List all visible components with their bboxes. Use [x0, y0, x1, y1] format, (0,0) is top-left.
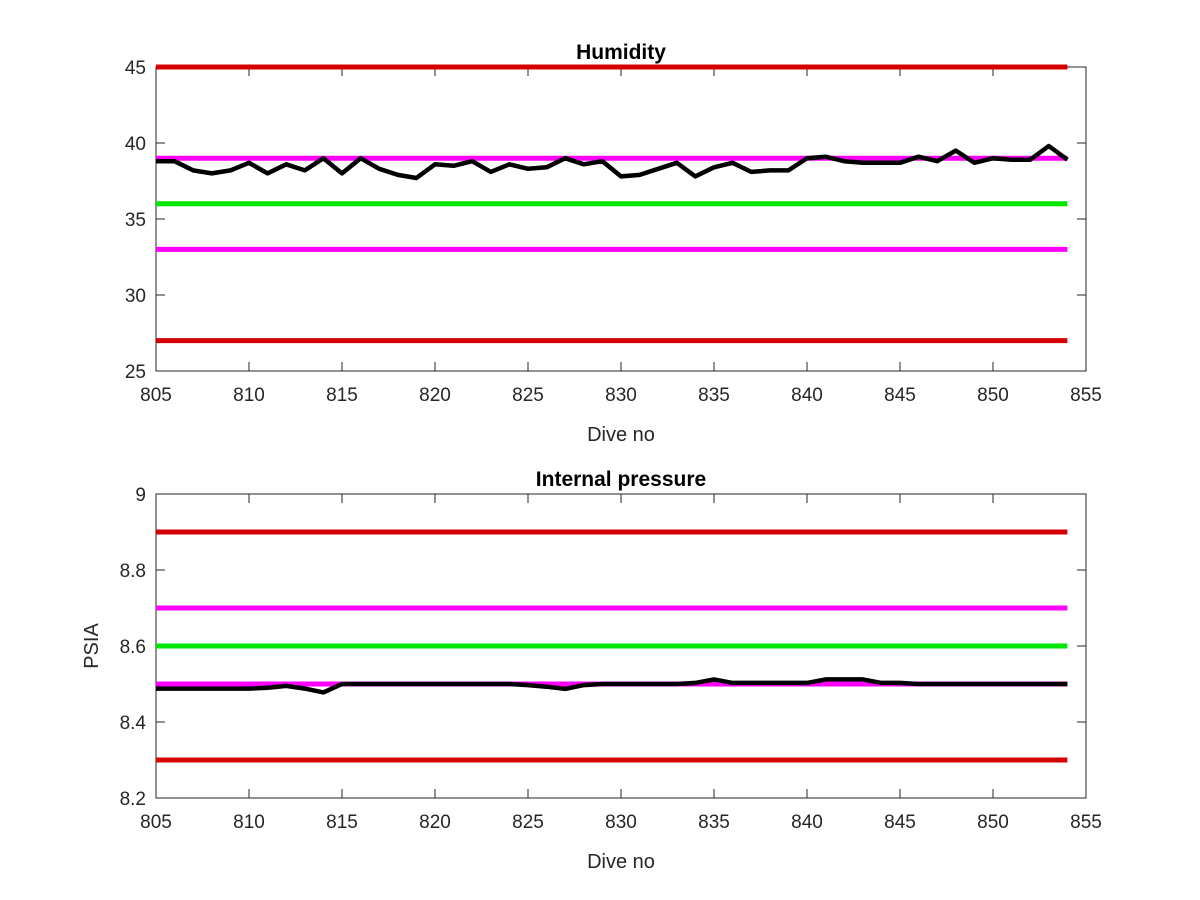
data-series-line: [156, 677, 1068, 695]
plot-area: [155, 66, 1087, 372]
x-tick-label: 815: [326, 385, 358, 406]
x-tick-label: 830: [605, 385, 637, 406]
x-tick-label: 845: [884, 812, 916, 833]
y-tick-label: 8.6: [120, 637, 146, 658]
y-tick-label: 35: [125, 210, 146, 231]
x-axis-label: Dive no: [587, 424, 655, 446]
x-tick-label: 815: [326, 812, 358, 833]
y-tick-label: 25: [125, 362, 146, 383]
y-tick-label: 8.8: [120, 561, 146, 582]
x-tick-label: 850: [977, 385, 1009, 406]
x-axis-label: Dive no: [587, 851, 655, 873]
x-tick-label: 830: [605, 812, 637, 833]
x-tick-label: 840: [791, 812, 823, 833]
chart-panel-1: 805 810 815 820 825 830 835 840 845 850 855 8.2 8.4 8…: [81, 468, 1102, 873]
y-tick-label: 9: [135, 485, 146, 506]
x-tick-label: 810: [233, 812, 265, 833]
y-tick-label: 45: [125, 58, 146, 79]
x-tick-label: 850: [977, 812, 1009, 833]
x-tick-label: 820: [419, 812, 451, 833]
x-tick-label: 820: [419, 385, 451, 406]
x-tick-label: 855: [1070, 385, 1102, 406]
y-tick-label: 40: [125, 134, 146, 155]
x-tick-label: 825: [512, 385, 544, 406]
x-tick-label: 835: [698, 812, 730, 833]
chart-title: Humidity: [576, 41, 666, 64]
x-tick-label: 840: [791, 385, 823, 406]
x-tick-label: 835: [698, 385, 730, 406]
x-tick-label: 855: [1070, 812, 1102, 833]
chart-panel-0: 805 810 815 820 825 830 835 840 845 850 855 25 30 35 4…: [125, 41, 1102, 446]
x-tick-label: 810: [233, 385, 265, 406]
y-tick-label: 30: [125, 286, 146, 307]
x-tick-label: 845: [884, 385, 916, 406]
chart-title: Internal pressure: [536, 468, 706, 491]
y-tick-label: 8.4: [120, 713, 147, 734]
x-tick-label: 805: [140, 812, 172, 833]
y-tick-label: 8.2: [120, 789, 146, 810]
x-tick-label: 825: [512, 812, 544, 833]
y-axis-label: PSIA: [81, 623, 103, 669]
x-tick-label: 805: [140, 385, 172, 406]
data-series-line: [156, 143, 1069, 181]
